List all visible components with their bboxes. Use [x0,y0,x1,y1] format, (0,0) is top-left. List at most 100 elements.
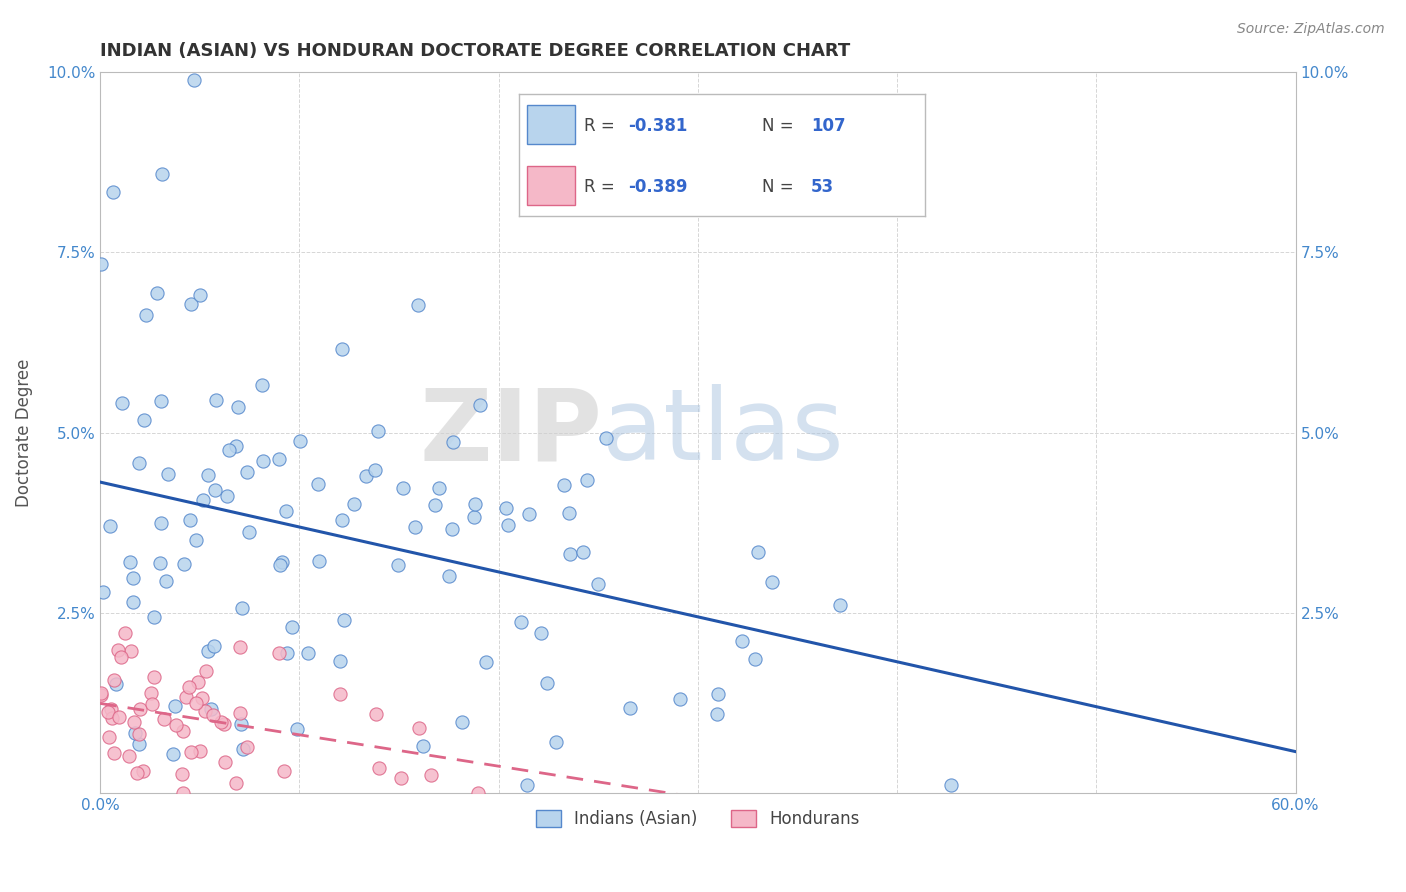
Point [204,483,226,498]
Point [103,673,125,687]
Point [98,519,121,533]
Point [558,506,581,520]
Point [437,569,460,583]
Point [120,644,142,658]
Point [201,708,224,723]
Point [128,737,150,751]
Legend: Indians (Asian), Hondurans: Indians (Asian), Hondurans [529,803,866,835]
Point [170,766,193,780]
Point [124,726,146,740]
Point [586,577,609,591]
Point [114,626,136,640]
Point [149,394,172,409]
Point [173,557,195,571]
Point [214,755,236,769]
Point [498,517,520,532]
Point [143,670,166,684]
Point [155,574,177,589]
Point [356,469,378,483]
Point [98,731,121,745]
Point [343,497,366,511]
Point [104,677,127,691]
Point [391,482,413,496]
Point [231,601,253,615]
Point [285,722,308,736]
Point [297,646,319,660]
Point [118,555,141,569]
Text: ZIP: ZIP [419,384,602,481]
Point [214,717,236,731]
Point [367,424,389,438]
Point [187,675,209,690]
Point [177,681,200,695]
Point [404,520,426,534]
Point [252,377,274,392]
Point [464,497,486,511]
Point [408,721,430,735]
Point [162,747,184,762]
Point [276,646,298,660]
Point [225,439,247,453]
Point [269,451,291,466]
Point [707,686,730,700]
Point [329,654,352,668]
Point [329,687,352,701]
Point [427,481,450,495]
Point [125,766,148,780]
Point [423,498,446,512]
Point [330,342,353,356]
Point [475,655,498,669]
Point [451,714,474,729]
Point [406,298,429,312]
Point [560,547,582,561]
Point [179,513,201,527]
Point [124,715,146,730]
Point [529,626,551,640]
Point [191,690,214,705]
Point [128,456,150,470]
Point [215,489,238,503]
Point [619,701,641,715]
Point [184,533,207,547]
Point [238,524,260,539]
Point [128,727,150,741]
Text: atlas: atlas [602,384,844,481]
Point [135,308,157,322]
Point [706,707,728,722]
Point [156,467,179,481]
Point [273,764,295,779]
Point [101,185,124,199]
Point [163,699,186,714]
Point [229,706,252,721]
Point [941,779,963,793]
Point [183,72,205,87]
Point [366,706,388,721]
Point [110,649,132,664]
Point [100,702,122,716]
Point [186,696,208,710]
Point [129,702,152,716]
Point [195,664,218,678]
Point [412,739,434,754]
Point [307,477,329,491]
Point [387,558,409,572]
Point [148,556,170,570]
Point [165,718,187,732]
Point [229,716,252,731]
Point [90,688,112,702]
Point [276,504,298,518]
Point [122,571,145,585]
Point [197,644,219,658]
Point [107,643,129,657]
Point [139,686,162,700]
Point [576,473,599,487]
Point [830,598,852,612]
Point [132,412,155,426]
Point [228,400,250,414]
Point [269,558,291,573]
Point [467,786,489,800]
Point [509,615,531,629]
Point [595,431,617,445]
Point [470,398,492,412]
Point [517,507,540,521]
